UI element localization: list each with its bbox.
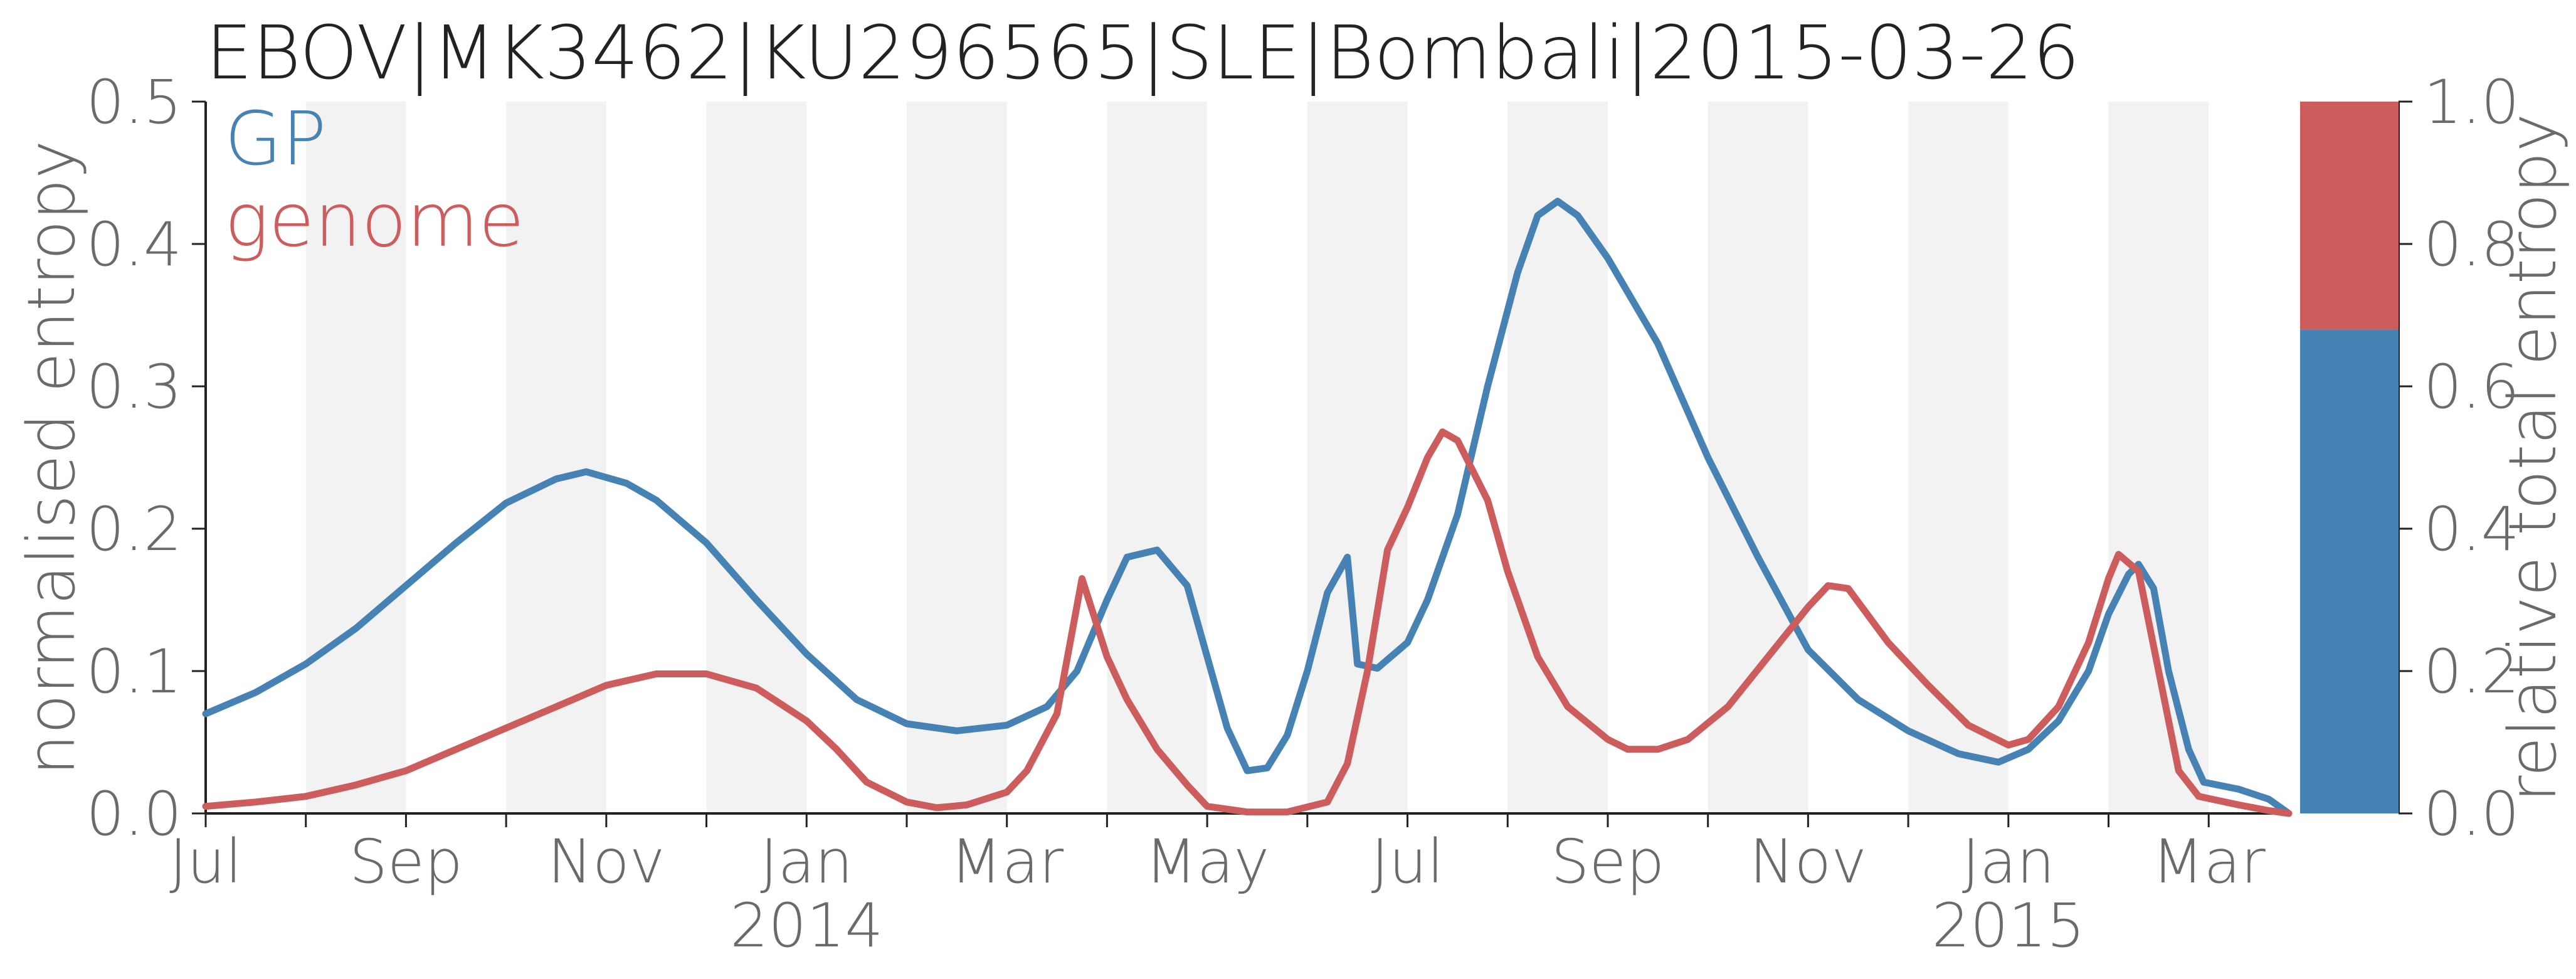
y-tick-label: 0.2 [86,494,182,564]
month-band [706,102,807,813]
line-genome [202,428,2293,817]
y2-tick-label: 0.8 [2424,209,2520,280]
legend-gp: GP [224,95,327,182]
y-tick-label: 0.4 [86,209,182,280]
legend-genome: genome [224,177,524,263]
y-tick-label: 0.5 [86,67,182,137]
bar-segment-genome [2300,102,2399,330]
month-band [305,102,406,813]
year-label: 2014 [730,891,883,961]
y-tick-label: 0.0 [86,779,182,849]
y2-tick-label: 0.6 [2424,352,2520,422]
x-tick-label: May [1145,827,1269,897]
y2-tick-label: 0.4 [2424,494,2520,564]
y-tick-label: 0.3 [86,352,182,422]
year-label: 2015 [1932,891,2085,961]
x-tick-label: Nov [1750,827,1867,897]
x-tick-label: Sep [349,827,463,897]
month-band [2108,102,2209,813]
bar-segment-GP [2300,329,2399,813]
x-tick-label: Mar [2152,827,2266,897]
month-band [1708,102,1808,813]
x-tick-label: Sep [1551,827,1664,897]
y2-tick-label: 1.0 [2424,67,2520,137]
y2-axis-label: relative total entropy [2494,114,2571,803]
month-bands [305,102,2209,813]
month-band [1307,102,1408,813]
x-tick-label: Jul [169,827,242,897]
line-GP [202,198,2293,817]
relative-entropy-bar [2300,102,2399,813]
y2-ticks: 0.0 0.2 0.4 0.6 0.8 1.0 [2399,67,2520,849]
month-band [1507,102,1608,813]
y-axis-label: normalised entropy [13,140,90,776]
y2-tick-label: 0.0 [2424,779,2520,849]
x-tick-label: Jan [1962,827,2055,897]
y-ticks: 0.0 0.1 0.2 0.3 0.4 0.5 [86,67,206,849]
y2-tick-label: 0.2 [2424,637,2520,707]
y-tick-label: 0.1 [86,637,182,707]
month-band [1107,102,1208,813]
chart-title: EBOV|MK3462|KU296565|SLE|Bombali|2015-03… [206,9,2080,96]
month-band [1908,102,2009,813]
month-band [906,102,1007,813]
x-tick-label: Jan [760,827,853,897]
x-tick-label: Mar [950,827,1064,897]
x-ticks: Jul Sep Nov Jan Mar May Jul Sep Nov Jan Mar 2014 201… [169,813,2266,961]
x-tick-label: Nov [547,827,665,897]
series-lines [202,198,2293,817]
x-tick-label: Jul [1371,827,1444,897]
